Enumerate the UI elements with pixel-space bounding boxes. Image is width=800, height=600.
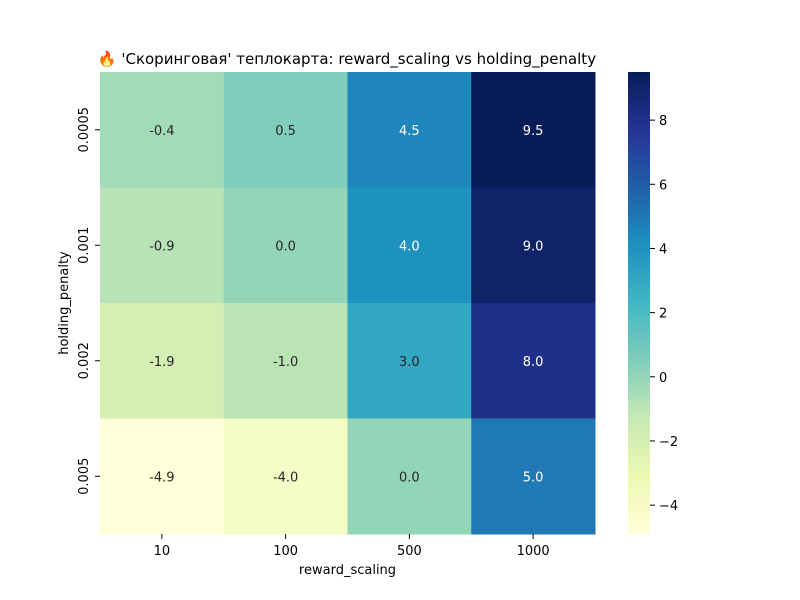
- x-tick-label: 10: [154, 544, 171, 559]
- heatmap-cell: [100, 187, 225, 304]
- cell-value-label: 4.0: [399, 239, 420, 254]
- heatmap-cell: [223, 418, 348, 535]
- heatmap-cell: [100, 303, 225, 419]
- y-tick-label: 0.002: [77, 342, 92, 379]
- cell-value-label: -0.4: [149, 124, 174, 139]
- cell-value-label: -4.9: [149, 470, 174, 485]
- colorbar-tick-label: −2: [659, 435, 678, 450]
- heatmap-cell: [223, 303, 348, 419]
- heatmap-cell: [471, 303, 596, 419]
- heatmap-cell: [471, 72, 596, 188]
- colorbar-tick-label: 6: [659, 178, 667, 193]
- colorbar-tick-label: −4: [659, 499, 678, 514]
- cell-value-label: 0.0: [275, 239, 296, 254]
- y-tick-label: 0.001: [77, 227, 92, 264]
- heatmap-cell: [347, 303, 472, 419]
- cell-value-label: 9.0: [523, 239, 544, 254]
- colorbar-tick-label: 2: [659, 307, 667, 322]
- cell-value-label: -1.9: [149, 355, 174, 370]
- colorbar-tick-label: 8: [659, 114, 667, 129]
- chart-title: 🔥 'Скоринговая' теплокарта: reward_scali…: [98, 50, 596, 69]
- cell-value-label: 8.0: [523, 355, 544, 370]
- cell-value-label: 4.5: [399, 124, 420, 139]
- colorbar-ticks: −4 −2 0 2 4 6 8: [650, 114, 678, 514]
- cell-value-label: 0.5: [275, 124, 296, 139]
- y-tick-label: 0.0005: [77, 107, 92, 153]
- cell-value-label: 3.0: [399, 355, 420, 370]
- heatmap-cell: [471, 418, 596, 535]
- y-axis: 0.0005 0.001 0.002 0.005: [77, 107, 100, 495]
- heatmap-cell: [223, 72, 348, 188]
- x-axis-label: reward_scaling: [299, 563, 396, 578]
- x-tick-label: 1000: [517, 544, 550, 559]
- cell-value-label: -4.0: [273, 470, 298, 485]
- cell-value-label: 0.0: [399, 470, 420, 485]
- heatmap-cell: [100, 418, 225, 535]
- y-tick-label: 0.005: [77, 458, 92, 495]
- colorbar-tick-label: 0: [659, 371, 667, 386]
- heatmap-cell: [223, 187, 348, 304]
- heatmap-cells: -0.4 0.5 4.5 9.5 -0.9 0.0 4.0 9.0 -1.9 -1.0 3.0 8.0…: [100, 72, 596, 535]
- x-axis: 10 100 500 1000: [154, 534, 550, 559]
- colorbar-tick-label: 4: [659, 242, 667, 257]
- x-tick-label: 100: [273, 544, 298, 559]
- cell-value-label: -0.9: [149, 239, 174, 254]
- cell-value-label: 9.5: [523, 124, 544, 139]
- cell-value-label: -1.0: [273, 355, 298, 370]
- colorbar: [628, 72, 650, 534]
- y-axis-label: holding_penalty: [57, 251, 72, 355]
- cell-value-label: 5.0: [523, 470, 544, 485]
- x-tick-label: 500: [397, 544, 422, 559]
- heatmap-cell: [347, 418, 472, 535]
- heatmap-cell: [347, 187, 472, 304]
- heatmap-cell: [347, 72, 472, 188]
- heatmap-cell: [471, 187, 596, 304]
- heatmap-cell: [100, 72, 225, 188]
